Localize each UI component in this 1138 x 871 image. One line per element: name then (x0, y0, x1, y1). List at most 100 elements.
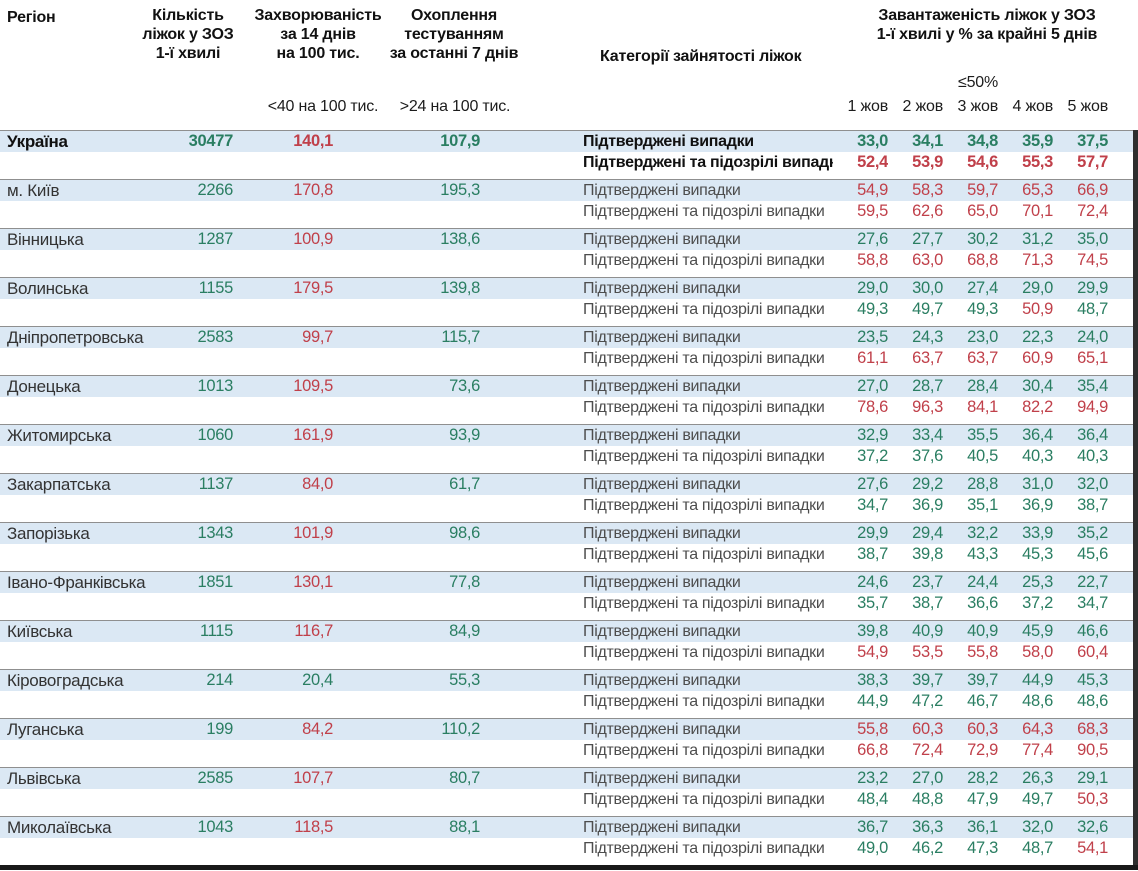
category-label-confirmed: Підтверджені випадки (583, 329, 741, 346)
occupancy-value: 35,5 (967, 426, 998, 444)
incidence-value: 140,1 (293, 132, 333, 150)
occupancy-value: 65,0 (967, 202, 998, 220)
occupancy-value: 64,3 (1022, 720, 1053, 738)
column-header-beds-line: Кількість (152, 7, 224, 24)
occupancy-value: 27,6 (857, 475, 888, 493)
testing-value: 77,8 (449, 573, 480, 591)
occupancy-value: 24,3 (912, 328, 943, 346)
region-name: Волинська (7, 279, 89, 298)
region-name: Кіровоградська (7, 671, 124, 690)
testing-value: 93,9 (449, 426, 480, 444)
empty-cell (0, 397, 170, 418)
occupancy-value: 38,7 (1077, 496, 1108, 514)
table-row-confirmed-suspected: Підтверджені та підозрілі випадки 58,8 6… (0, 250, 1138, 271)
empty-cell (233, 152, 333, 173)
table-row-confirmed: Кіровоградська 214 20,4 55,3 Підтверджен… (0, 670, 1138, 691)
spacer-cell (480, 789, 583, 810)
category-label-confirmed: Підтверджені випадки (583, 182, 741, 199)
beds-count: 2266 (197, 181, 233, 199)
empty-cell (333, 740, 480, 761)
occupancy-value: 72,4 (912, 741, 943, 759)
occupancy-value: 49,7 (912, 300, 943, 318)
occupancy-value: 63,7 (912, 349, 943, 367)
empty-cell (233, 348, 333, 369)
category-label-confirmed: Підтверджені випадки (583, 231, 741, 248)
region-group: Запорізька 1343 101,9 98,6 Підтверджені … (0, 522, 1138, 571)
column-header-testing: Охоплення тестуванням за останні 7 днів (373, 6, 535, 63)
spacer-cell (480, 250, 583, 271)
occupancy-value: 70,1 (1022, 202, 1053, 220)
occupancy-value: 60,3 (967, 720, 998, 738)
table-row-confirmed-suspected: Підтверджені та підозрілі випадки 35,7 3… (0, 593, 1138, 614)
column-header-categories: Категорії зайнятості ліжок (600, 48, 802, 65)
table-row-confirmed: Житомирська 1060 161,9 93,9 Підтверджені… (0, 425, 1138, 446)
category-label-confirmed-suspected: Підтверджені та підозрілі випадки (583, 742, 825, 759)
empty-cell (170, 740, 233, 761)
occupancy-value: 60,4 (1077, 643, 1108, 661)
spacer-cell (480, 425, 583, 446)
column-header-testing-line: тестуванням (404, 26, 504, 43)
testing-value: 80,7 (449, 769, 480, 787)
column-header-incidence-line: за 14 днів (280, 26, 356, 43)
occupancy-value: 23,0 (967, 328, 998, 346)
occupancy-value: 39,8 (912, 545, 943, 563)
category-label-confirmed: Підтверджені випадки (583, 427, 741, 444)
spacer-cell (480, 642, 583, 663)
occupancy-value: 54,9 (857, 181, 888, 199)
incidence-value: 130,1 (293, 573, 333, 591)
occupancy-value: 34,1 (912, 132, 943, 150)
occupancy-value: 38,3 (857, 671, 888, 689)
region-name: Україна (7, 132, 68, 151)
spacer-cell (480, 670, 583, 691)
occupancy-value: 65,3 (1022, 181, 1053, 199)
incidence-value: 84,0 (302, 475, 333, 493)
testing-value: 61,7 (449, 475, 480, 493)
region-group: Кіровоградська 214 20,4 55,3 Підтверджен… (0, 669, 1138, 718)
occupancy-value: 40,3 (1077, 447, 1108, 465)
occupancy-value: 54,6 (967, 153, 998, 171)
region-group: Київська 1115 116,7 84,9 Підтверджені ви… (0, 620, 1138, 669)
testing-value: 55,3 (449, 671, 480, 689)
occupancy-value: 55,3 (1022, 153, 1053, 171)
empty-cell (170, 397, 233, 418)
occupancy-value: 40,3 (1022, 447, 1053, 465)
category-label-confirmed: Підтверджені випадки (583, 574, 741, 591)
region-group: Миколаївська 1043 118,5 88,1 Підтверджен… (0, 816, 1138, 865)
empty-cell (0, 691, 170, 712)
empty-cell (170, 152, 233, 173)
empty-cell (170, 495, 233, 516)
occupancy-value: 28,4 (967, 377, 998, 395)
region-name: Київська (7, 622, 73, 641)
occupancy-value: 29,0 (857, 279, 888, 297)
empty-cell (333, 495, 480, 516)
empty-cell (233, 838, 333, 859)
occupancy-value: 59,7 (967, 181, 998, 199)
table-row-confirmed: Україна 30477 140,1 107,9 Підтверджені в… (0, 131, 1138, 152)
occupancy-value: 22,3 (1022, 328, 1053, 346)
occupancy-value: 27,0 (857, 377, 888, 395)
beds-count: 1851 (197, 573, 233, 591)
testing-value: 195,3 (440, 181, 480, 199)
occupancy-value: 35,2 (1077, 524, 1108, 542)
occupancy-value: 48,7 (1022, 839, 1053, 857)
incidence-value: 20,4 (302, 671, 333, 689)
occupancy-threshold-label: ≤50% (957, 74, 998, 91)
empty-cell (333, 642, 480, 663)
beds-count: 1013 (197, 377, 233, 395)
incidence-value: 107,7 (293, 769, 333, 787)
empty-cell (333, 397, 480, 418)
empty-cell (170, 593, 233, 614)
table-row-confirmed-suspected: Підтверджені та підозрілі випадки 78,6 9… (0, 397, 1138, 418)
occupancy-value: 60,9 (1022, 349, 1053, 367)
occupancy-value: 50,9 (1022, 300, 1053, 318)
occupancy-value: 96,3 (912, 398, 943, 416)
spacer-cell (480, 838, 583, 859)
category-label-confirmed: Підтверджені випадки (583, 280, 741, 297)
occupancy-value: 59,5 (857, 202, 888, 220)
empty-cell (0, 838, 170, 859)
occupancy-value: 36,7 (857, 818, 888, 836)
column-header-testing-line: за останні 7 днів (389, 45, 519, 62)
table-row-confirmed: Запорізька 1343 101,9 98,6 Підтверджені … (0, 523, 1138, 544)
occupancy-value: 40,9 (967, 622, 998, 640)
empty-cell (0, 152, 170, 173)
